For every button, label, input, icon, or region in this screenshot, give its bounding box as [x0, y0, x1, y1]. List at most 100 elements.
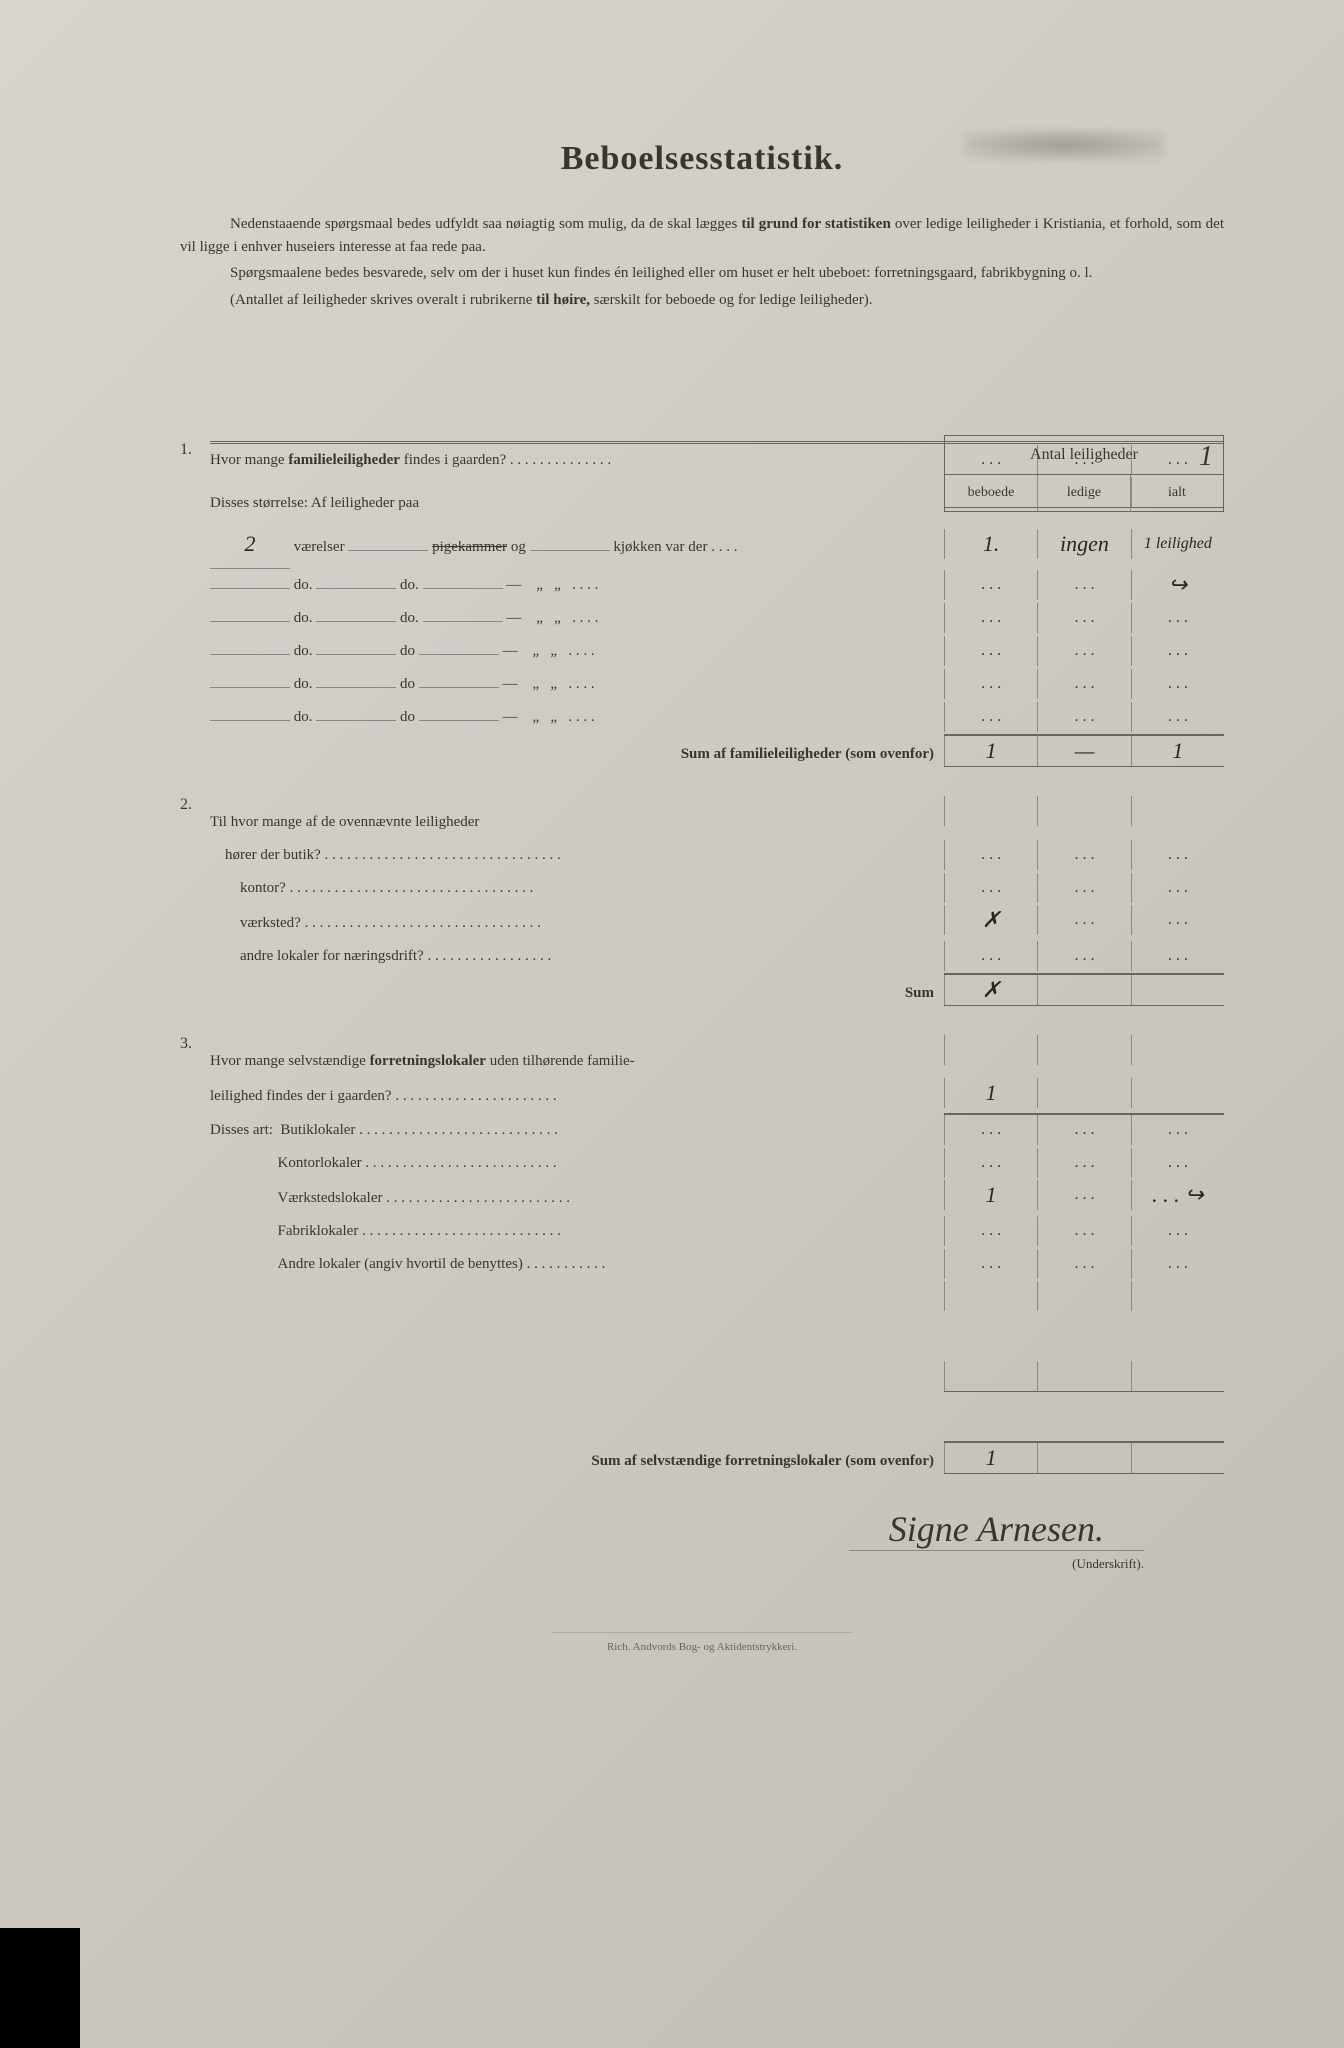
s2-r2: kontor?	[240, 880, 286, 896]
cell: . . .	[1037, 873, 1130, 903]
cell: . . .	[1037, 941, 1130, 971]
cell	[1037, 1443, 1130, 1473]
footer-text: Rich. Andvords Bog- og Aktidentstrykkeri…	[552, 1632, 852, 1653]
cell	[1037, 1361, 1130, 1391]
cell	[1131, 1035, 1224, 1065]
cell: . . .	[1037, 1115, 1130, 1145]
scan-artifact	[0, 1928, 80, 2048]
room-count: 2	[210, 520, 290, 569]
cell: . . .	[1131, 1148, 1224, 1178]
cell: . . .	[1131, 873, 1224, 903]
cell	[944, 796, 1037, 826]
cell: . . .	[1037, 1249, 1130, 1279]
s1-sum-label: Sum af familieleiligheder (som ovenfor)	[210, 738, 944, 771]
cell: . . .	[944, 1148, 1037, 1178]
cell	[1131, 1078, 1224, 1108]
cell: . . .	[944, 669, 1037, 699]
cell: . . .	[944, 570, 1037, 600]
s3-r2: Kontorlokaler	[278, 1155, 362, 1171]
cell-hw: ✗	[944, 905, 1037, 935]
sum-cell: ✗	[944, 975, 1037, 1005]
cell: . . .	[1131, 941, 1224, 971]
cell: . . .	[944, 1115, 1037, 1145]
document-page: Beboelsesstatistik. Nedenstaaende spørgs…	[0, 0, 1344, 2048]
cell	[1037, 1035, 1130, 1065]
sum-cell: 1	[944, 1443, 1037, 1473]
intro-p1-prefix: Nedenstaaende spørgsmaal bedes udfyldt s…	[230, 216, 741, 232]
s3-r3: Værkstedslokaler	[278, 1190, 383, 1206]
sum-cell: 1	[944, 736, 1037, 766]
cell	[1037, 1281, 1130, 1311]
cell: . . .	[1131, 1115, 1224, 1145]
cell: . . .	[1037, 1148, 1130, 1178]
cell-hw: 1	[944, 1078, 1037, 1108]
cell: . . .	[1131, 669, 1224, 699]
cell: . . .	[1131, 1249, 1224, 1279]
cell: . . .	[1037, 840, 1130, 870]
cell	[944, 1035, 1037, 1065]
header-title: Antal leiligheder	[1030, 446, 1138, 463]
cell: . . .	[1037, 669, 1130, 699]
intro-p3-bold: til høire,	[536, 292, 590, 308]
cell: . . .	[1131, 1216, 1224, 1246]
cell: . . .	[944, 1249, 1037, 1279]
cell-hw: ingen	[1037, 529, 1130, 559]
cell: . . .	[944, 603, 1037, 633]
s3-r1: Butiklokaler	[280, 1122, 355, 1138]
s3-q2: leilighed findes der i gaarden?	[210, 1088, 392, 1104]
intro-p1-bold: til grund for statistiken	[741, 216, 890, 232]
cell-hw: 1 leilighed	[1131, 529, 1224, 559]
cell: . . .	[1037, 603, 1130, 633]
cell	[1037, 975, 1130, 1005]
og: og	[511, 539, 526, 555]
cell: . . . ↪	[1131, 1180, 1224, 1210]
cell-hw: 1	[944, 1180, 1037, 1210]
col-ialt: ialt	[1131, 475, 1223, 511]
s3-disses: Disses art:	[210, 1122, 273, 1138]
sum-cell: —	[1037, 736, 1130, 766]
table-header: Antal leiligheder 1 beboede ledige ialt	[944, 435, 1224, 512]
handwritten-count: 1	[1199, 441, 1213, 473]
cell: . . .	[1037, 1216, 1130, 1246]
s1-q2: Disses størrelse: Af leiligheder paa	[210, 487, 944, 520]
sum-cell: 1	[1131, 736, 1224, 766]
intro-p3-suffix: særskilt for beboede og for ledige leili…	[590, 292, 872, 308]
signature-label: (Underskrift).	[180, 1556, 1144, 1572]
cell	[944, 1281, 1037, 1311]
s2-r3: værksted?	[240, 915, 301, 931]
cell: . . .	[1131, 636, 1224, 666]
s3-q1: Hvor mange selvstændige forretningslokal…	[210, 1045, 944, 1078]
s3-r4: Fabriklokaler	[278, 1223, 359, 1239]
cell	[1131, 796, 1224, 826]
cell: . . .	[1037, 570, 1130, 600]
section-3: 3. Hvor mange selvstændige forretningslo…	[180, 1035, 1224, 1478]
cell: . . .	[944, 873, 1037, 903]
section-2-num: 2.	[180, 796, 210, 1010]
s2-r1: hører der butik?	[225, 847, 321, 863]
room-label: værelser	[294, 539, 345, 555]
cell: . . .	[944, 1216, 1037, 1246]
kitchen: kjøkken var der	[613, 539, 707, 555]
intro-p2: Spørgsmaalene bedes besvarede, selv om d…	[180, 262, 1224, 285]
s2-q: Til hvor mange af de ovennævnte leilighe…	[210, 806, 944, 839]
cell	[944, 1361, 1037, 1391]
cell: . . .	[944, 636, 1037, 666]
cell	[1131, 1443, 1224, 1473]
cell: . . .	[1131, 905, 1224, 935]
cell: . . .	[1037, 702, 1130, 732]
signature-block: Signe Arnesen. (Underskrift).	[180, 1508, 1224, 1572]
cell: . . .	[944, 702, 1037, 732]
cell: . . .	[1037, 636, 1130, 666]
section-2: 2. Til hvor mange af de ovennævnte leili…	[180, 796, 1224, 1010]
cell	[1131, 1361, 1224, 1391]
s2-r4: andre lokaler for næringsdrift?	[240, 948, 424, 964]
col-ledige: ledige	[1038, 475, 1131, 511]
form-content: 1. Hvor mange familieleiligheder findes …	[180, 441, 1224, 1653]
cell: . . .	[1131, 840, 1224, 870]
intro-p3-prefix: (Antallet af leiligheder skrives overalt…	[230, 292, 536, 308]
cell: . . .	[1037, 905, 1130, 935]
cell-hw: 1.	[944, 529, 1037, 559]
cell: ↪	[1131, 570, 1224, 600]
cell	[1037, 1078, 1130, 1108]
cell: . . .	[944, 840, 1037, 870]
